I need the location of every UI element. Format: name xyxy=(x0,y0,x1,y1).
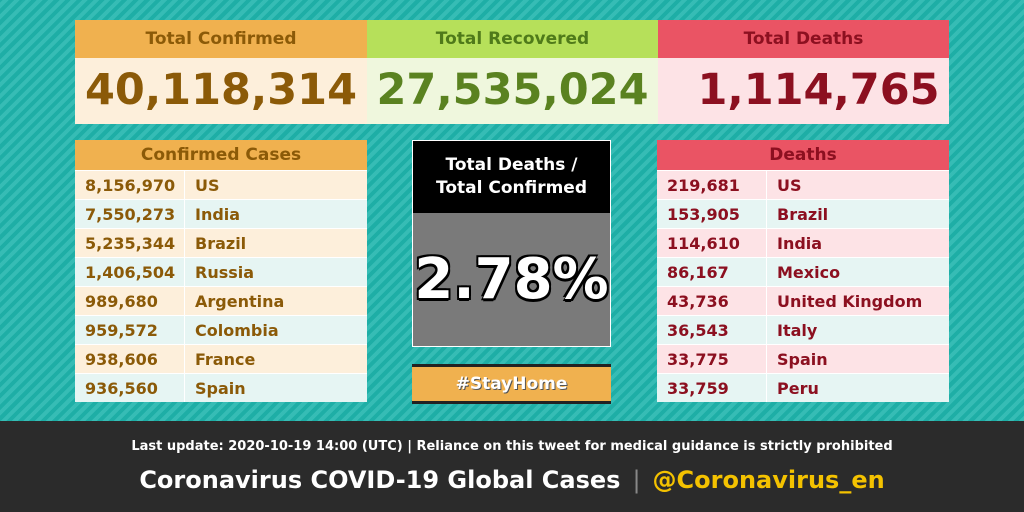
deaths-title: Deaths xyxy=(657,140,949,170)
confirmed-value: 5,235,344 xyxy=(75,229,185,257)
footer: Last update: 2020-10-19 14:00 (UTC) | Re… xyxy=(0,421,1024,512)
country-name: Brazil xyxy=(777,205,829,224)
country-name: Mexico xyxy=(777,263,841,282)
deaths-table: Deaths 219,681 US 153,905 Brazil 114,610 In… xyxy=(657,140,949,402)
table-row: 959,572 Colombia xyxy=(75,315,367,344)
deaths-value: 33,759 xyxy=(657,374,767,402)
country-name: Argentina xyxy=(195,292,285,311)
total-deaths-value: 1,114,765 xyxy=(658,58,949,124)
country-name: France xyxy=(195,350,256,369)
total-recovered-value: 27,535,024 xyxy=(367,58,658,124)
table-row: 86,167 Mexico xyxy=(657,257,949,286)
country-name: Brazil xyxy=(195,234,247,253)
table-row: 153,905 Brazil xyxy=(657,199,949,228)
table-row: 33,759 Peru xyxy=(657,373,949,402)
table-row: 936,560 Spain xyxy=(75,373,367,402)
table-row: 43,736 United Kingdom xyxy=(657,286,949,315)
confirmed-value: 989,680 xyxy=(75,287,185,315)
deaths-value: 219,681 xyxy=(657,171,767,199)
country-name: Italy xyxy=(777,321,818,340)
country-name: Russia xyxy=(195,263,255,282)
table-row: 1,406,504 Russia xyxy=(75,257,367,286)
deaths-value: 114,610 xyxy=(657,229,767,257)
country-name: India xyxy=(195,205,241,224)
stayhome-banner: #StayHome xyxy=(412,364,611,404)
confirmed-value: 1,406,504 xyxy=(75,258,185,286)
table-row: 219,681 US xyxy=(657,170,949,199)
total-confirmed-value: 40,118,314 xyxy=(75,58,367,124)
death-ratio-title: Total Deaths / Total Confirmed xyxy=(413,141,610,213)
confirmed-value: 938,606 xyxy=(75,345,185,373)
country-name: Peru xyxy=(777,379,819,398)
country-name: US xyxy=(777,176,802,195)
table-row: 114,610 India xyxy=(657,228,949,257)
confirmed-value: 936,560 xyxy=(75,374,185,402)
footer-separator: | xyxy=(632,466,641,494)
table-row: 36,543 Italy xyxy=(657,315,949,344)
table-row: 7,550,273 India xyxy=(75,199,367,228)
death-ratio-title-line1: Total Deaths / xyxy=(445,155,578,175)
table-row: 938,606 France xyxy=(75,344,367,373)
confirmed-value: 8,156,970 xyxy=(75,171,185,199)
last-update-text: Last update: 2020-10-19 14:00 (UTC) | Re… xyxy=(131,439,893,454)
confirmed-value: 959,572 xyxy=(75,316,185,344)
total-recovered-label: Total Recovered xyxy=(367,20,658,58)
country-name: Spain xyxy=(195,379,246,398)
deaths-value: 86,167 xyxy=(657,258,767,286)
footer-brand: Coronavirus COVID-19 Global Cases | @Coron… xyxy=(0,466,1024,494)
confirmed-cases-table: Confirmed Cases 8,156,970 US 7,550,273 Ind… xyxy=(75,140,367,402)
country-name: Colombia xyxy=(195,321,279,340)
country-name: India xyxy=(777,234,823,253)
table-row: 989,680 Argentina xyxy=(75,286,367,315)
country-name: United Kingdom xyxy=(777,292,923,311)
total-deaths-label: Total Deaths xyxy=(658,20,949,58)
deaths-value: 43,736 xyxy=(657,287,767,315)
death-ratio-value: 2.78% xyxy=(414,247,609,312)
table-row: 33,775 Spain xyxy=(657,344,949,373)
footer-title: Coronavirus COVID-19 Global Cases xyxy=(139,466,621,494)
deaths-value: 153,905 xyxy=(657,200,767,228)
table-row: 8,156,970 US xyxy=(75,170,367,199)
deaths-value: 33,775 xyxy=(657,345,767,373)
deaths-value: 36,543 xyxy=(657,316,767,344)
total-confirmed-label: Total Confirmed xyxy=(75,20,367,58)
table-row: 5,235,344 Brazil xyxy=(75,228,367,257)
death-ratio-card: Total Deaths / Total Confirmed 2.78% xyxy=(412,140,611,347)
country-name: US xyxy=(195,176,220,195)
country-name: Spain xyxy=(777,350,828,369)
confirmed-cases-title: Confirmed Cases xyxy=(75,140,367,170)
death-ratio-title-line2: Total Confirmed xyxy=(435,178,588,198)
confirmed-value: 7,550,273 xyxy=(75,200,185,228)
twitter-handle[interactable]: @Coronavirus_en xyxy=(652,466,885,494)
